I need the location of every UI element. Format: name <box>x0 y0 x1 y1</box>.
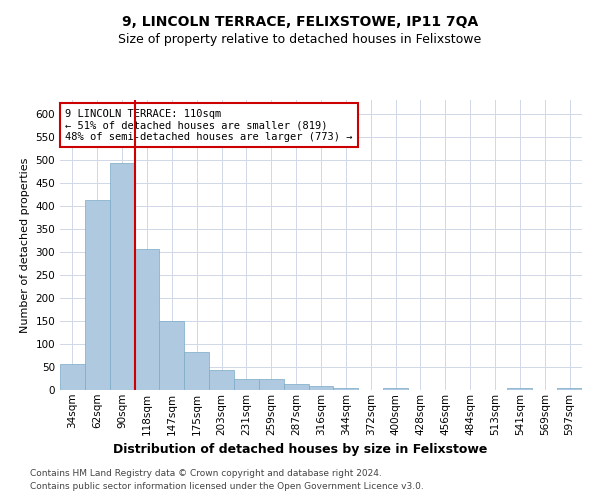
Text: 9, LINCOLN TERRACE, FELIXSTOWE, IP11 7QA: 9, LINCOLN TERRACE, FELIXSTOWE, IP11 7QA <box>122 15 478 29</box>
Bar <box>557 388 582 390</box>
Bar <box>85 200 110 390</box>
Text: Size of property relative to detached houses in Felixstowe: Size of property relative to detached ho… <box>118 32 482 46</box>
Bar <box>160 322 184 390</box>
Text: Distribution of detached houses by size in Felixstowe: Distribution of detached houses by size … <box>113 442 487 456</box>
Bar <box>284 384 308 390</box>
Bar <box>110 162 134 390</box>
Bar <box>508 388 532 390</box>
Bar <box>134 248 160 390</box>
Text: 9 LINCOLN TERRACE: 110sqm
← 51% of detached houses are smaller (819)
48% of semi: 9 LINCOLN TERRACE: 110sqm ← 51% of detac… <box>65 108 353 142</box>
Y-axis label: Number of detached properties: Number of detached properties <box>20 158 30 332</box>
Bar <box>184 352 209 390</box>
Text: Contains HM Land Registry data © Crown copyright and database right 2024.: Contains HM Land Registry data © Crown c… <box>30 468 382 477</box>
Bar <box>383 388 408 390</box>
Bar <box>60 364 85 390</box>
Bar <box>234 379 259 390</box>
Bar <box>259 379 284 390</box>
Bar <box>308 386 334 390</box>
Text: Contains public sector information licensed under the Open Government Licence v3: Contains public sector information licen… <box>30 482 424 491</box>
Bar <box>209 370 234 390</box>
Bar <box>334 388 358 390</box>
